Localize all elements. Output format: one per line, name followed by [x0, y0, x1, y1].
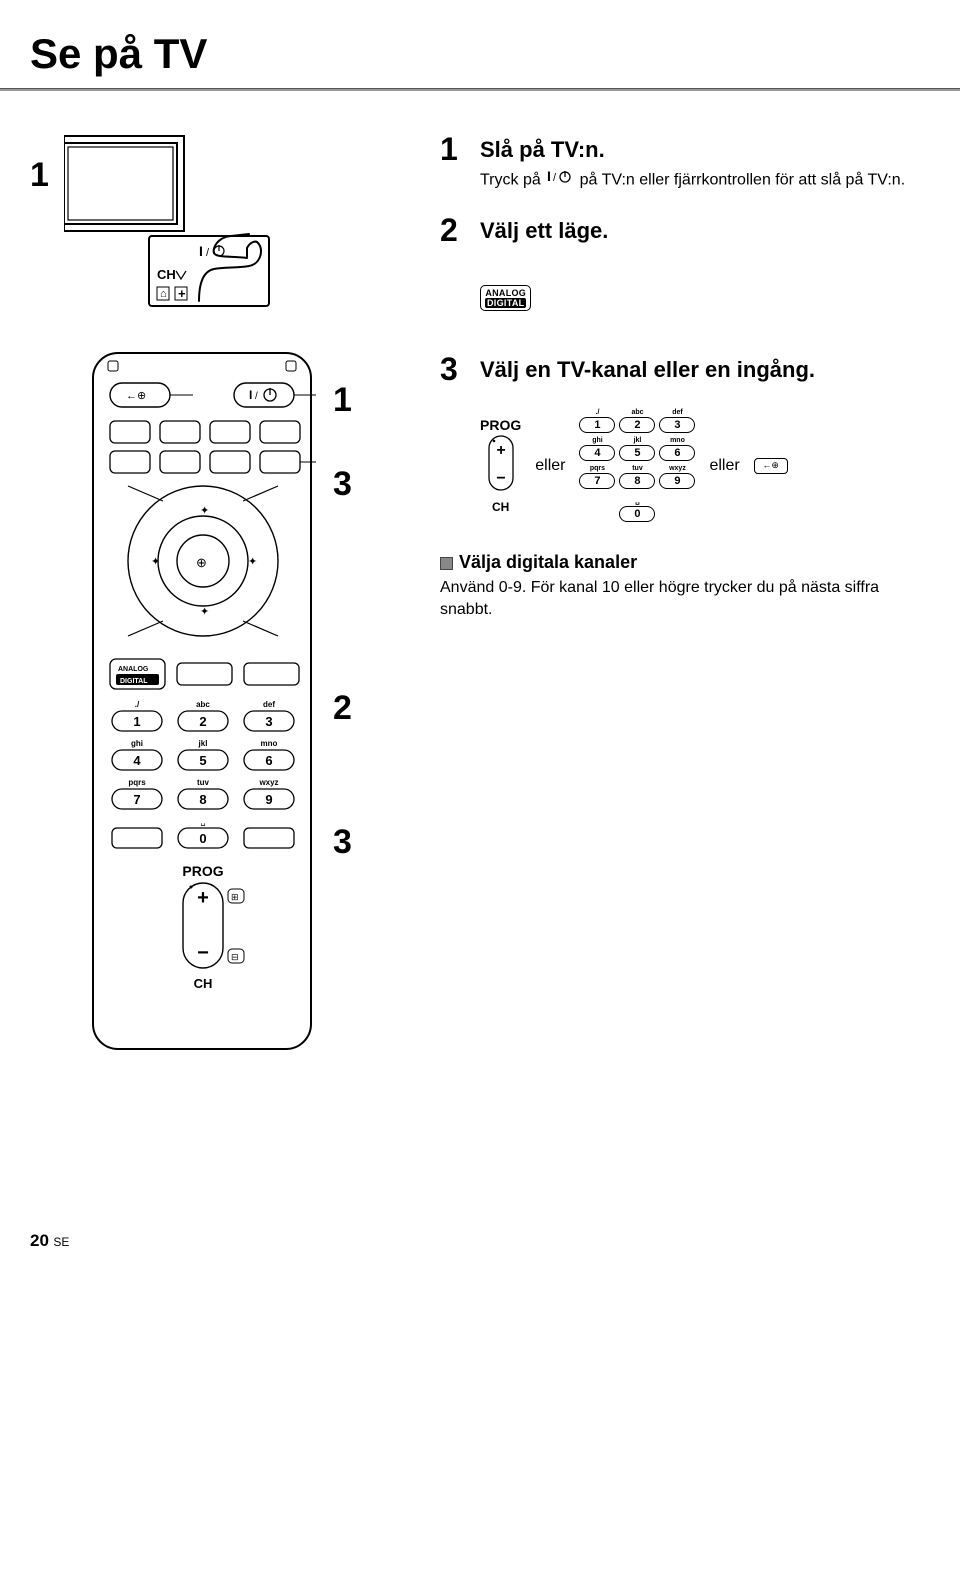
svg-text:4: 4: [133, 753, 141, 768]
svg-text:8: 8: [199, 792, 206, 807]
svg-text:1: 1: [133, 714, 140, 729]
svg-text:DIGITAL: DIGITAL: [120, 678, 148, 685]
svg-text:/: /: [206, 247, 210, 259]
svg-text:7: 7: [133, 792, 140, 807]
step-3-title: Välj en TV-kanal eller en ingång.: [480, 357, 910, 383]
step-3-num: 3: [440, 351, 480, 388]
svg-text:mno: mno: [261, 739, 278, 748]
step-2-num: 2: [440, 212, 480, 249]
svg-text:✦: ✦: [200, 505, 209, 517]
power-icon: I/: [545, 169, 575, 191]
svg-text:␣: ␣: [200, 817, 205, 826]
svg-text:⊟: ⊟: [231, 952, 239, 962]
svg-text:I: I: [249, 388, 252, 402]
svg-text:⊕: ⊕: [196, 555, 207, 570]
remote-callout-1: 1: [333, 381, 352, 420]
analog-digital-icon: ANALOG DIGITAL: [480, 285, 531, 311]
svg-text:⊞: ⊞: [231, 892, 239, 902]
remote-illustration: ←⊕ I /: [88, 351, 318, 1051]
step-1-title: Slå på TV:n.: [480, 137, 910, 163]
svg-text:PROG: PROG: [182, 863, 223, 879]
step-3-options: PROG + − CH eller ./1 abc2 def3 g: [480, 409, 910, 522]
svg-text:tuv: tuv: [197, 778, 210, 787]
tv-callout-1: 1: [30, 156, 49, 195]
remote-callout-3a: 3: [333, 465, 352, 504]
svg-text:−: −: [197, 942, 209, 964]
svg-text:pqrs: pqrs: [128, 778, 146, 787]
svg-text:5: 5: [199, 753, 206, 768]
svg-text:I: I: [199, 243, 203, 259]
page-title: Se på TV: [30, 30, 910, 78]
svg-text:−: −: [496, 470, 505, 487]
svg-text:def: def: [263, 700, 275, 709]
svg-text:✦: ✦: [151, 556, 160, 568]
svg-text:I: I: [547, 169, 551, 184]
prog-ch-rocker: PROG + − CH: [480, 417, 521, 514]
eller-2: eller: [709, 457, 739, 475]
page-footer: 20 SE: [30, 1231, 910, 1251]
eller-1: eller: [535, 457, 565, 475]
remote-callout-2: 2: [333, 689, 352, 728]
svg-text:+: +: [178, 286, 186, 301]
svg-text:/: /: [553, 172, 557, 184]
numpad-mini: ./1 abc2 def3 ghi4 jkl5 mno6 pqrs7 tuv8 …: [579, 409, 695, 522]
title-rule: [0, 88, 960, 91]
step-1-desc: Tryck på I/ på TV:n eller fjärrkontrolle…: [480, 169, 910, 192]
svg-text:9: 9: [265, 792, 272, 807]
svg-text:ghi: ghi: [131, 739, 143, 748]
input-source-icon: ←⊕: [754, 458, 788, 474]
svg-text:abc: abc: [196, 700, 210, 709]
remote-callout-3b: 3: [333, 823, 352, 862]
svg-text:./: ./: [135, 700, 140, 709]
svg-text:ANALOG: ANALOG: [118, 666, 149, 673]
svg-text:3: 3: [265, 714, 272, 729]
tv-illustration: I / CH ⌂ +: [64, 131, 364, 316]
digital-channels-heading: Välja digitala kanaler: [440, 552, 910, 573]
step-2: 2 Välj ett läge.: [440, 212, 910, 250]
svg-text:✦: ✦: [248, 556, 257, 568]
svg-text:0: 0: [199, 831, 206, 846]
svg-text:/: /: [255, 391, 258, 402]
svg-text:✦: ✦: [200, 606, 209, 618]
step-2-title: Välj ett läge.: [480, 218, 910, 244]
square-marker-icon: [440, 557, 453, 570]
step-3: 3 Välj en TV-kanal eller en ingång.: [440, 351, 910, 389]
svg-text:←⊕: ←⊕: [126, 390, 146, 402]
svg-text:2: 2: [199, 714, 206, 729]
svg-text:6: 6: [265, 753, 272, 768]
step-1: 1 Slå på TV:n. Tryck på I/ på TV:n eller…: [440, 131, 910, 192]
svg-text:wxyz: wxyz: [258, 778, 278, 787]
digital-channels-text: Använd 0-9. För kanal 10 eller högre try…: [440, 577, 910, 622]
svg-text:jkl: jkl: [198, 739, 208, 748]
svg-text:+: +: [197, 887, 209, 909]
svg-text:⌂: ⌂: [160, 288, 167, 300]
svg-text:CH: CH: [157, 267, 176, 282]
step-1-num: 1: [440, 131, 480, 168]
svg-text:+: +: [496, 442, 505, 459]
svg-text:CH: CH: [194, 976, 213, 991]
